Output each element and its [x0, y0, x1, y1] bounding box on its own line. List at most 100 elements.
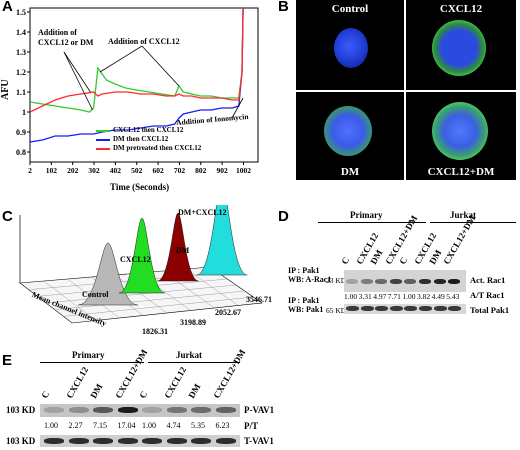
e-right-pt: P/T	[244, 421, 259, 431]
e-group-primary: Primary	[72, 350, 105, 360]
y-tick-label: 1.2	[16, 68, 26, 77]
plot-frame	[29, 7, 259, 163]
e-blot-pvav1	[40, 404, 240, 417]
d-ratio-value: 3.82	[417, 292, 431, 301]
y-tick-label: 1.1	[16, 88, 26, 97]
d-group-primary: Primary	[350, 210, 383, 220]
peak-label-dm: DM	[176, 246, 190, 255]
legend: CXCL12 then CXCL12 DM then CXCL12 DM pre…	[96, 126, 201, 153]
e-band-pvav1	[117, 407, 138, 413]
e-band-tvav1	[191, 438, 211, 444]
e-band-pvav1	[68, 407, 89, 413]
d-band-pak1	[404, 306, 418, 311]
annot-arrow	[63, 51, 93, 111]
d-band-pak1	[360, 306, 374, 311]
d-band-rac1	[448, 279, 461, 284]
histogram-peak-0	[78, 242, 138, 306]
micrograph-dm: DM	[296, 92, 404, 180]
d-lane-label: C	[397, 255, 410, 266]
panel-a-chart: 0.8 0.9 1 1.1 1.2 1.3 1.4 1.5 2 102 202 302 402 502 60…	[16, 7, 259, 175]
e-ratio-value: 7.15	[93, 421, 107, 430]
x-tick-label: 602	[152, 166, 164, 175]
peak-label-control: Control	[82, 290, 109, 299]
e-right-tvav1: T-VAV1	[244, 436, 274, 446]
e-ratio-value: 2.27	[68, 421, 83, 430]
e-lane-label: DM	[186, 382, 203, 400]
legend-item: DM pretreated then CXCL12	[96, 144, 201, 153]
y-tick-label: 1.3	[16, 48, 26, 57]
d-ip1: IP : Pak1 WB: A-Rac1	[288, 266, 332, 284]
d-band-rac1	[433, 279, 446, 284]
d-band-pak1	[375, 306, 389, 311]
grid-line	[114, 274, 168, 314]
e-lane-label: DM	[88, 382, 105, 400]
micrograph-control: Control	[296, 0, 404, 90]
d-ratio-value: 1.00	[402, 292, 416, 301]
e-kd2: 103 KD	[6, 436, 36, 446]
x-tick-label: 702	[174, 166, 186, 175]
e-band-tvav1	[142, 438, 162, 444]
annot-arrow	[141, 45, 180, 87]
d-ratio-value: 1.00	[344, 292, 358, 301]
micrograph-cxcl12-dm: CXCL12+DM	[406, 92, 516, 180]
e-lane-label: C	[39, 389, 52, 400]
d-group-jurkat: Jurkat	[450, 210, 477, 220]
d-ratio-value: 7.71	[387, 292, 401, 301]
x-tick-label: 502	[131, 166, 143, 175]
d-band-pak1	[448, 306, 462, 311]
d-band-pak1	[433, 306, 447, 311]
e-ratio-value: 1.00	[44, 421, 58, 430]
value-3546: 3546.71	[246, 295, 272, 304]
d-lane-label: C	[339, 255, 352, 266]
e-lane-label: CXCL12+DM	[210, 347, 247, 400]
series-line-1	[29, 7, 244, 143]
annot-add-cxcl12-dm: Addition of CXCL12 or DM	[38, 28, 94, 47]
d-kd1: 23 KD	[326, 276, 347, 285]
x-tick-label: 202	[67, 166, 79, 175]
e-lane-label: CXCL12	[161, 365, 188, 400]
d-ratio-value: 4.97	[373, 292, 387, 301]
e-ratio-value: 17.04	[117, 421, 136, 430]
e-band-pvav1	[166, 407, 187, 413]
d-band-pak1	[389, 306, 403, 311]
annot-arrow	[99, 45, 143, 73]
value-1826: 1826.31	[142, 327, 168, 336]
panel-d-letter: D	[278, 208, 289, 225]
peak-label-dm-cxcl12: DM+CXCL12	[178, 208, 227, 217]
panel-c-letter: C	[2, 208, 13, 225]
e-band-pvav1	[44, 407, 64, 413]
panel-b-letter: B	[278, 0, 289, 15]
e-band-tvav1	[68, 438, 89, 444]
e-blot-tvav1	[40, 435, 240, 447]
x-axis-label: Time (Seconds)	[110, 182, 170, 192]
histogram-peak-3	[196, 205, 248, 276]
annot-arrow	[63, 51, 91, 93]
series-line-0	[29, 7, 244, 113]
d-band-rac1	[404, 279, 417, 284]
d-ratio-value: 5.43	[446, 292, 460, 301]
d-ratio-value: 4.49	[431, 292, 445, 301]
e-band-pvav1	[142, 407, 162, 413]
panel-e-letter: E	[2, 352, 13, 369]
annot-arrow	[231, 97, 244, 119]
histogram-peak-2	[157, 212, 199, 282]
panel-c-histogram	[19, 205, 263, 324]
x-tick-label: 1002	[236, 166, 251, 175]
d-right-at-rac1: A/T Rac1	[470, 290, 505, 300]
micrograph-cxcl12: CXCL12	[406, 0, 516, 90]
e-lane-label: C	[137, 389, 150, 400]
legend-item: DM then CXCL12	[96, 135, 201, 144]
e-ratio-value: 6.23	[215, 421, 230, 430]
e-band-tvav1	[93, 438, 113, 444]
y-tick-label: 0.9	[16, 128, 26, 137]
d-ratio-value: 3.31	[358, 292, 372, 301]
legend-item: CXCL12 then CXCL12	[96, 126, 201, 135]
grid-line	[186, 268, 239, 306]
d-band-rac1	[360, 279, 373, 284]
d-right-total-pak1: Total Pak1	[470, 305, 510, 315]
e-ratio-value: 1.00	[142, 421, 156, 430]
e-group-jurkat: Jurkat	[176, 350, 203, 360]
x-tick-label: 2	[28, 166, 32, 175]
e-ratio-value: 5.35	[191, 421, 205, 430]
grid-line	[43, 280, 96, 321]
